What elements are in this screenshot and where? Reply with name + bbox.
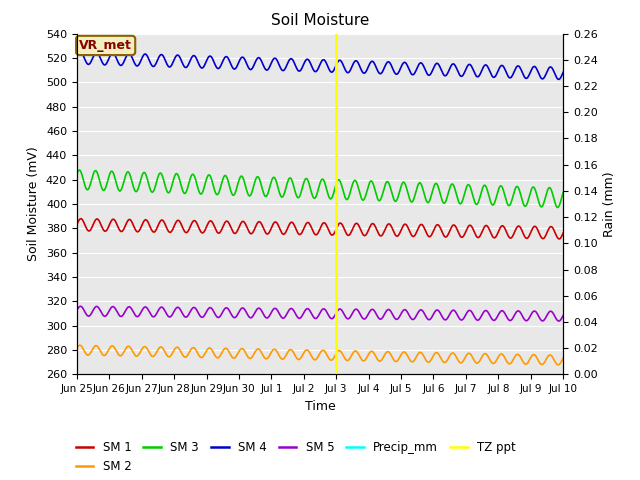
Y-axis label: Soil Moisture (mV): Soil Moisture (mV) <box>28 146 40 262</box>
Legend: SM 1, SM 2, SM 3, SM 4, SM 5, Precip_mm, TZ ppt: SM 1, SM 2, SM 3, SM 4, SM 5, Precip_mm,… <box>71 436 520 478</box>
Title: Soil Moisture: Soil Moisture <box>271 13 369 28</box>
X-axis label: Time: Time <box>305 400 335 413</box>
Text: VR_met: VR_met <box>79 39 132 52</box>
Y-axis label: Rain (mm): Rain (mm) <box>604 171 616 237</box>
